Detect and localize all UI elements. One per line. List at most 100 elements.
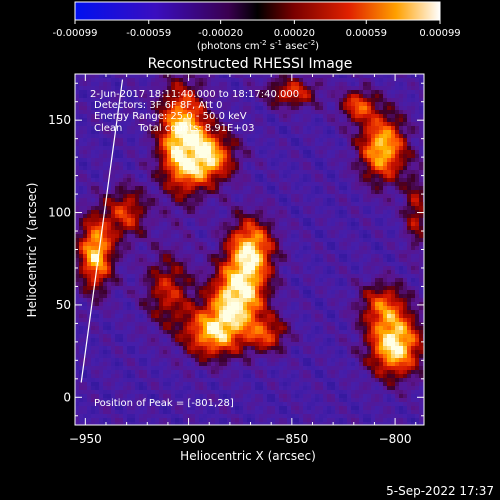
heatmap-cell [251, 322, 256, 327]
heatmap-cell [247, 202, 252, 207]
heatmap-cell [247, 194, 252, 199]
heatmap-cell [267, 290, 272, 295]
heatmap-cell [223, 318, 228, 323]
heatmap-cell [295, 198, 300, 203]
heatmap-cell [191, 122, 196, 127]
heatmap-cell [83, 250, 88, 255]
heatmap-cell [95, 138, 100, 143]
heatmap-cell [155, 338, 160, 343]
heatmap-cell [119, 210, 124, 215]
heatmap-cell [159, 230, 164, 235]
heatmap-cell [175, 118, 180, 123]
heatmap-cell [207, 286, 212, 291]
heatmap-cell [267, 102, 272, 107]
heatmap-cell [139, 306, 144, 311]
heatmap-cell [275, 238, 280, 243]
heatmap-cell [115, 302, 120, 307]
heatmap-cell [207, 410, 212, 415]
heatmap-cell [91, 334, 96, 339]
heatmap-cell [95, 142, 100, 147]
heatmap-cell [123, 286, 128, 291]
heatmap-cell [79, 290, 84, 295]
heatmap-cell [271, 114, 276, 119]
heatmap-cell [239, 230, 244, 235]
heatmap-cell [247, 154, 252, 159]
heatmap-cell [195, 358, 200, 363]
heatmap-cell [227, 190, 232, 195]
heatmap-cell [247, 378, 252, 383]
heatmap-cell [175, 130, 180, 135]
heatmap-cell [283, 318, 288, 323]
heatmap-cell [219, 138, 224, 143]
heatmap-cell [227, 358, 232, 363]
heatmap-cell [231, 118, 236, 123]
heatmap-cell [183, 314, 188, 319]
heatmap-cell [263, 186, 268, 191]
heatmap-cell [247, 322, 252, 327]
heatmap-cell [175, 366, 180, 371]
heatmap-cell [247, 386, 252, 391]
heatmap-cell [223, 246, 228, 251]
heatmap-cell [223, 118, 228, 123]
heatmap-cell [87, 234, 92, 239]
heatmap-cell [91, 394, 96, 399]
heatmap-cell [227, 270, 232, 275]
heatmap-cell [183, 278, 188, 283]
heatmap-cell [135, 182, 140, 187]
heatmap-cell [183, 338, 188, 343]
heatmap-cell [191, 282, 196, 287]
heatmap-cell [219, 318, 224, 323]
heatmap-cell [251, 234, 256, 239]
heatmap-cell [143, 86, 148, 91]
heatmap-cell [231, 90, 236, 95]
heatmap-cell [223, 418, 228, 423]
heatmap-cell [203, 94, 208, 99]
heatmap-cell [135, 350, 140, 355]
heatmap-cell [167, 138, 172, 143]
heatmap-cell [199, 394, 204, 399]
heatmap-cell [95, 190, 100, 195]
heatmap-cell [87, 306, 92, 311]
heatmap-cell [203, 418, 208, 423]
heatmap-cell [123, 214, 128, 219]
heatmap-cell [207, 234, 212, 239]
heatmap-cell [155, 326, 160, 331]
heatmap-cell [163, 146, 168, 151]
heatmap-cell [247, 162, 252, 167]
heatmap-cell [275, 270, 280, 275]
heatmap-cell [91, 326, 96, 331]
heatmap-cell [187, 134, 192, 139]
heatmap-cell [159, 210, 164, 215]
heatmap-cell [163, 154, 168, 159]
heatmap-cell [195, 326, 200, 331]
heatmap-cell [203, 386, 208, 391]
heatmap-cell [83, 194, 88, 199]
heatmap-cell [99, 150, 104, 155]
heatmap-cell [191, 198, 196, 203]
heatmap-cell [291, 322, 296, 327]
heatmap-cell [223, 262, 228, 267]
heatmap-cell [191, 378, 196, 383]
heatmap-cell [179, 374, 184, 379]
heatmap-cell [95, 350, 100, 355]
heatmap-cell [199, 122, 204, 127]
heatmap-cell [283, 290, 288, 295]
heatmap-cell [203, 150, 208, 155]
heatmap-cell [155, 286, 160, 291]
heatmap-cell [231, 374, 236, 379]
heatmap-cell [183, 142, 188, 147]
heatmap-cell [295, 422, 300, 425]
heatmap-cell [159, 354, 164, 359]
heatmap-cell [279, 346, 284, 351]
heatmap-cell [247, 190, 252, 195]
heatmap-cell [167, 274, 172, 279]
heatmap-cell [291, 134, 296, 139]
heatmap-cell [259, 238, 264, 243]
heatmap-cell [171, 310, 176, 315]
heatmap-cell [99, 206, 104, 211]
heatmap-cell [203, 226, 208, 231]
heatmap-cell [183, 270, 188, 275]
heatmap-cell [115, 306, 120, 311]
heatmap-cell [235, 130, 240, 135]
heatmap-cell [223, 210, 228, 215]
